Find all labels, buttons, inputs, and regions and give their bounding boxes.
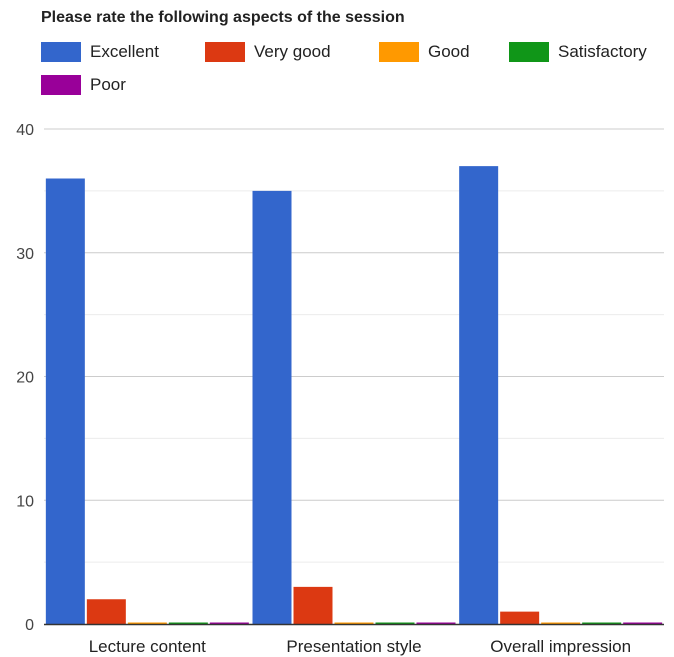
bar (209, 622, 249, 624)
legend-item-poor[interactable]: Poor (41, 75, 126, 95)
legend-swatch (509, 42, 549, 62)
legend-label: Good (428, 42, 470, 61)
legend-label: Excellent (90, 42, 159, 61)
legend-swatch (379, 42, 419, 62)
y-tick-label: 20 (16, 370, 34, 387)
bar (500, 611, 540, 624)
legend-item-good[interactable]: Good (379, 42, 470, 62)
bar (541, 622, 581, 624)
x-tick-label: Overall impression (490, 637, 631, 656)
legend-item-very-good[interactable]: Very good (205, 42, 331, 62)
grid-lines (44, 128, 664, 563)
legend-label: Satisfactory (558, 42, 647, 61)
bar (459, 166, 499, 624)
legend-swatch (205, 42, 245, 62)
bar (45, 178, 85, 624)
y-tick-label: 0 (25, 617, 34, 634)
legend-label: Very good (254, 42, 331, 61)
x-tick-label: Presentation style (286, 637, 421, 656)
bar (623, 622, 663, 624)
axis-labels: 0 10 20 30 40 Lecture content Presentation sty… (16, 122, 631, 656)
y-tick-label: 40 (16, 122, 34, 139)
legend-label: Poor (90, 75, 126, 94)
bar (86, 599, 126, 624)
bar (168, 622, 208, 624)
y-tick-label: 30 (16, 246, 34, 263)
bar (375, 622, 415, 624)
legend-swatch (41, 75, 81, 95)
bar (127, 622, 167, 624)
y-tick-label: 10 (16, 493, 34, 510)
legend-swatch (41, 42, 81, 62)
legend-item-excellent[interactable]: Excellent (41, 42, 159, 62)
bar (416, 622, 456, 624)
bars (45, 166, 663, 624)
legend-item-satisfactory[interactable]: Satisfactory (509, 42, 647, 62)
x-tick-label: Lecture content (89, 637, 206, 656)
chart-title: Please rate the following aspects of the… (41, 9, 405, 26)
bar (293, 586, 333, 624)
bar (582, 622, 622, 624)
bar (334, 622, 374, 624)
bar (252, 190, 292, 624)
